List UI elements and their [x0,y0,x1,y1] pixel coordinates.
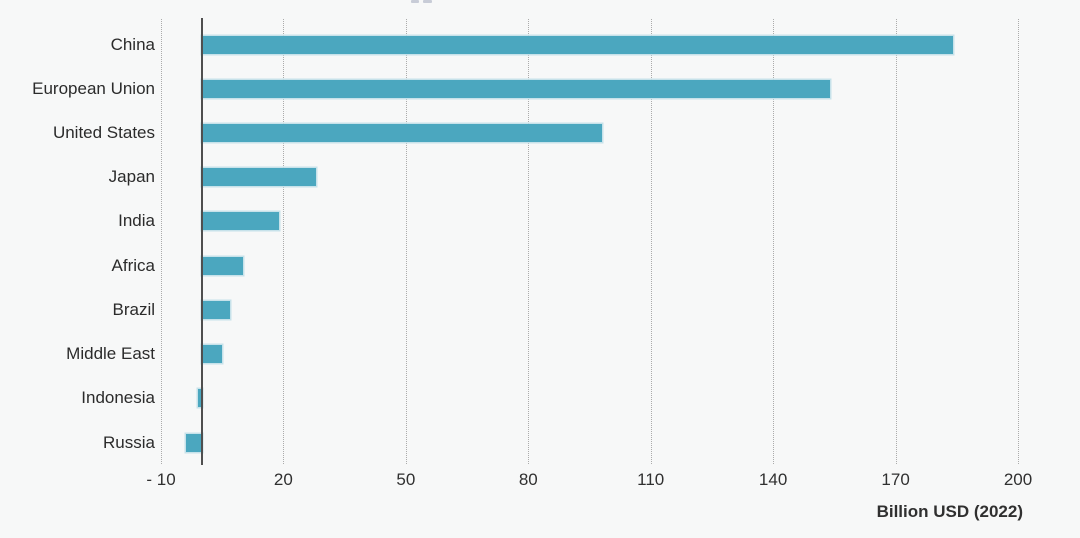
category-label-indonesia: Indonesia [81,388,155,408]
gridline-x-50 [405,19,407,464]
gridline-x--10 [161,19,162,464]
x-tick-label: 20 [273,470,293,489]
category-label-china: China [110,34,155,54]
gridline-x-140 [773,19,775,464]
category-label-japan: Japan [108,167,155,187]
x-tick-label: 140 [758,470,788,489]
cropped-title-artifact [411,0,419,3]
category-label-africa: Africa [111,255,155,275]
bar-china [201,35,953,54]
gridline-x-200 [1018,19,1019,464]
bar-russia [185,433,202,452]
x-tick-label: - 10 [146,470,176,489]
x-tick-label: 110 [637,470,665,489]
x-tick-label: 50 [396,470,416,489]
bar-india [201,212,280,231]
x-tick-label: 80 [518,470,538,489]
x-axis-unit-label: Billion USD (2022) [876,502,1023,521]
bar-indonesia [197,389,202,408]
category-label-brazil: Brazil [112,299,155,319]
category-label-russia: Russia [103,432,155,452]
bar-european-union [201,79,831,98]
gridline-x-20 [283,19,285,464]
gridline-x-170 [895,19,897,464]
cropped-title-artifact [423,0,432,3]
category-label-european-union: European Union [32,78,155,98]
bar-brazil [201,300,231,319]
bar-africa [201,256,243,275]
x-tick-label: 200 [1003,470,1033,489]
bar-middle-east [201,345,223,363]
zero-axis-line [200,18,203,465]
gridline-x-80 [528,19,530,464]
category-label-middle-east: Middle East [66,344,155,363]
x-tick-label: 170 [881,470,910,489]
category-label-united-states: United States [52,122,155,142]
bar-united-states [201,123,602,142]
gridline-x-110 [650,19,652,464]
bar-japan [201,168,317,187]
category-label-india: India [118,211,155,231]
